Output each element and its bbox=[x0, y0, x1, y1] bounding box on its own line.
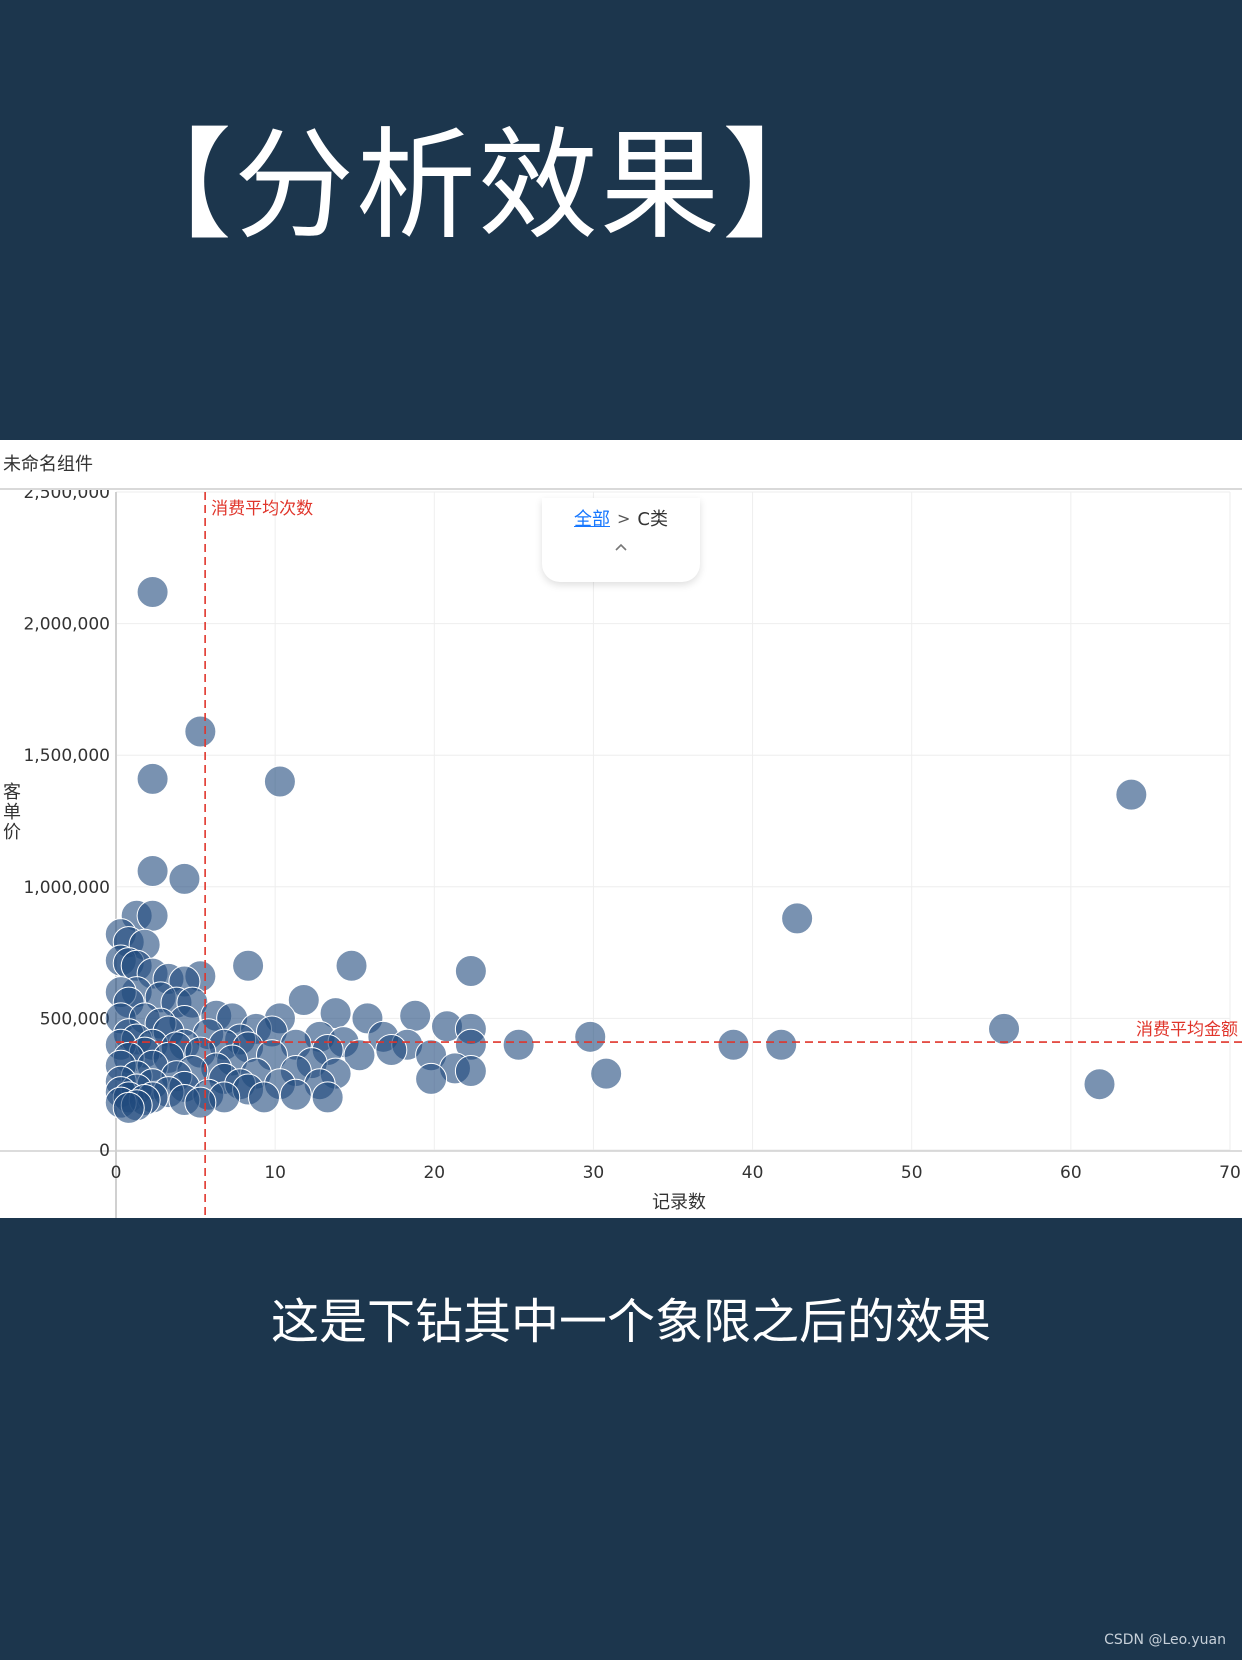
x-tick-label: 30 bbox=[583, 1163, 605, 1183]
caption: 这是下钻其中一个象限之后的效果 bbox=[270, 1294, 991, 1350]
x-tick-label: 40 bbox=[742, 1163, 764, 1183]
y-tick-label: 2,500,000 bbox=[23, 490, 110, 503]
y-tick-label: 0 bbox=[99, 1141, 110, 1161]
scatter-point bbox=[287, 983, 320, 1016]
scatter-point bbox=[590, 1057, 623, 1090]
scatter-point bbox=[1083, 1068, 1116, 1101]
scatter-point bbox=[1115, 778, 1148, 811]
x-tick-label: 20 bbox=[423, 1163, 445, 1183]
scatter-point bbox=[263, 765, 296, 798]
reference-line-y-label: 消费平均金额 bbox=[1136, 1020, 1238, 1040]
y-tick-label: 2,000,000 bbox=[23, 615, 110, 635]
scatter-point bbox=[248, 1081, 281, 1114]
y-axis-title: 客单价 bbox=[3, 782, 21, 843]
scatter-point bbox=[765, 1028, 798, 1061]
scatter-point bbox=[279, 1078, 312, 1111]
scatter-point bbox=[232, 949, 265, 982]
x-tick-label: 70 bbox=[1219, 1163, 1241, 1183]
scatter-point bbox=[311, 1081, 344, 1114]
reference-line-x-label: 消费平均次数 bbox=[211, 499, 313, 519]
scatter-point bbox=[502, 1028, 535, 1061]
chart-panel: 未命名组件 0 500,000 1,000,000 1,500,000 2,000,00… bbox=[0, 440, 1242, 1218]
scatter-point bbox=[335, 949, 368, 982]
panel-title: 未命名组件 bbox=[3, 454, 93, 475]
x-axis-title: 记录数 bbox=[652, 1192, 706, 1213]
x-tick-label: 50 bbox=[901, 1163, 923, 1183]
chevron-up-icon[interactable] bbox=[610, 540, 632, 558]
headline: 【分析效果】 bbox=[112, 117, 844, 256]
scatter-point bbox=[399, 999, 432, 1032]
drilldown-breadcrumb: 全部 > C类 bbox=[542, 498, 700, 582]
scatter-point bbox=[454, 955, 487, 988]
y-tick-label: 1,500,000 bbox=[23, 746, 110, 766]
scatter-point bbox=[988, 1012, 1021, 1045]
scatter-point bbox=[168, 862, 201, 895]
scatter-point bbox=[184, 715, 217, 748]
x-tick-label: 60 bbox=[1060, 1163, 1082, 1183]
scatter-point bbox=[717, 1028, 750, 1061]
scatter-point bbox=[112, 1091, 145, 1124]
panel-header: 未命名组件 bbox=[0, 440, 1242, 490]
scatter-point bbox=[415, 1062, 448, 1095]
scatter-point bbox=[781, 902, 814, 935]
watermark: CSDN @Leo.yuan bbox=[1104, 1632, 1226, 1648]
scatter-point bbox=[454, 1055, 487, 1088]
scatter-point bbox=[136, 576, 169, 609]
y-tick-label: 1,000,000 bbox=[23, 878, 110, 898]
breadcrumb-root-link[interactable]: 全部 bbox=[574, 509, 610, 530]
scatter-point bbox=[343, 1039, 376, 1072]
scatter-chart: 0 500,000 1,000,000 1,500,000 2,000,000 2,500… bbox=[0, 490, 1242, 1218]
scatter-point bbox=[136, 899, 169, 932]
scatter-point bbox=[136, 855, 169, 888]
scatter-point bbox=[184, 1086, 217, 1119]
y-tick-label: 500,000 bbox=[40, 1009, 110, 1029]
x-tick-label: 0 bbox=[111, 1163, 122, 1183]
breadcrumb-separator: > bbox=[617, 508, 631, 528]
scatter-point bbox=[375, 1033, 408, 1066]
scatter-point bbox=[574, 1020, 607, 1053]
x-tick-label: 10 bbox=[264, 1163, 286, 1183]
scatter-point bbox=[136, 762, 169, 795]
breadcrumb-current: C类 bbox=[637, 509, 668, 530]
